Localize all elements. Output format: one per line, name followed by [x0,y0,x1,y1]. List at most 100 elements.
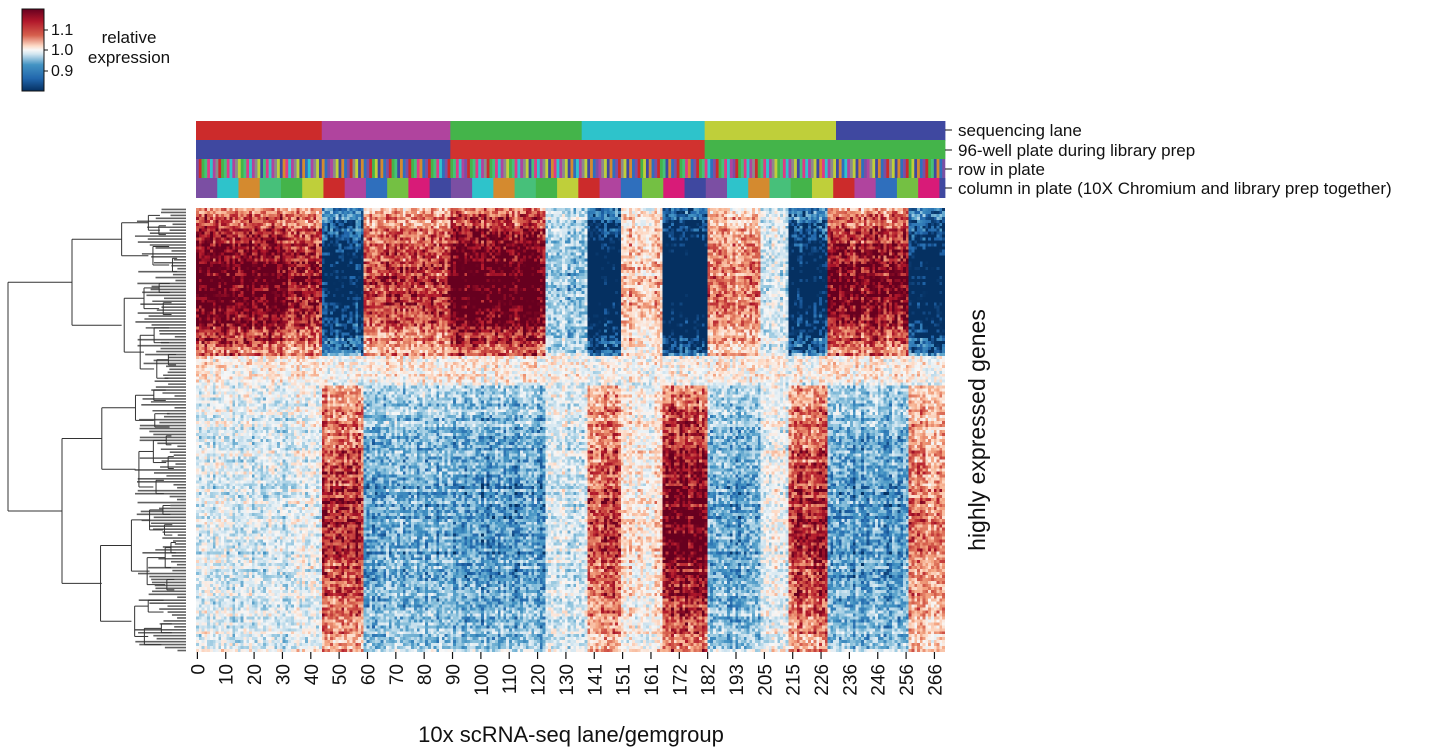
annotation-cell [383,159,387,178]
annotation-cell [673,159,678,178]
annotation-cell [721,159,725,178]
x-tick-label: 215 [784,664,805,696]
x-tick-label: 90 [444,664,465,685]
annotation-cell [861,159,865,178]
annotation-cell [696,159,700,178]
x-tick-label: 246 [869,664,890,696]
annotation-cell [461,159,465,178]
annotation-cell [799,159,803,178]
annotation-cell [615,159,619,178]
annotation-cell [651,159,655,178]
heatmap-cells [196,208,945,652]
annotation-cell [514,159,518,178]
annotation-cell [386,159,390,178]
annotation-cell [634,159,638,178]
annotation-cell [757,159,761,178]
x-tick-label: 0 [188,664,209,675]
annotation-block [918,178,940,198]
x-tick-label: 10 [217,664,238,685]
annotation-cell [766,159,770,178]
annotation-cell [352,159,356,178]
colorbar-gradient [21,8,45,92]
annotation-cell [341,159,345,178]
annotation-cell [824,159,828,178]
annotation-labels: sequencing lane 96-well plate during lib… [945,121,1392,198]
annotation-cell [277,159,281,178]
annotation-cell [601,159,605,178]
annotation-cell [763,159,767,178]
annotation-cell [436,159,440,178]
annotation-cell [534,159,538,178]
annotation-cell [265,159,269,178]
x-tick-label: 236 [840,664,861,696]
annotation-cell [724,159,728,178]
x-tick-label: 141 [585,664,606,696]
annotation-cell [855,159,859,178]
annotation-cell [931,159,935,178]
annotation-cell [517,159,521,178]
annotation-segment [196,121,323,141]
annotation-cell [282,159,286,178]
annotation-cell [693,159,697,178]
annotation-cell [302,159,306,178]
annotation-cell [794,159,798,178]
annotation-cell [939,159,943,178]
annotation-cell [288,159,292,178]
annotation-cell [911,159,915,178]
x-tick-label: 161 [642,664,663,696]
annotation-cell [204,159,208,178]
annotation-cell [411,159,415,178]
x-tick-label: 110 [500,664,521,694]
annotation-cell [847,159,851,178]
annotation-cell [903,159,907,178]
annotation-cell [808,159,812,178]
annotation-cell [198,159,202,178]
annotation-cell [316,159,320,178]
annotation-cell [640,159,644,178]
annotation-cell [707,159,711,178]
annotation-cell [618,159,622,178]
x-tick-label: 30 [273,664,294,685]
annotation-cell [525,159,529,178]
annotation-block [535,178,558,198]
annotation-cell [844,159,848,178]
annotation-cell [592,159,596,178]
annotation-cell [545,159,549,178]
annotation-cell [464,159,468,178]
annotation-cell [447,159,451,178]
annotation-cell [883,159,887,178]
annotation-cell [905,159,909,178]
annotation-cell [257,159,261,178]
annotation-cell [852,159,856,178]
annotation-cell [553,159,557,178]
x-axis-label: 10x scRNA-seq lane/gemgroup [418,722,724,747]
annotation-cell [713,159,717,178]
annotation-cell [235,159,239,178]
annotation-cell [444,159,448,178]
annotation-block [302,178,324,198]
annotation-cell [833,159,837,178]
annotation-block [557,178,579,198]
annotation-cell [313,159,317,178]
annotation-cell [740,159,745,178]
annotation-cell [237,159,242,178]
annotation-label-column-in-plate: column in plate (10X Chromium and librar… [958,179,1392,198]
annotation-cell [324,159,328,178]
annotation-cell [416,159,420,178]
annotation-block [217,178,239,198]
annotation-cell [489,159,493,178]
annotation-block [790,178,813,198]
annotation-cell [372,159,376,178]
annotation-block [238,178,261,198]
annotation-cell [863,159,868,178]
annotation-cell [483,159,487,178]
annotation-cell [676,159,680,178]
annotation-cell [229,159,233,178]
annotation-cell [746,159,750,178]
annotation-cell [877,159,882,178]
annotation-cell [891,159,895,178]
annotation-cell [509,159,513,178]
annotation-block [684,178,707,198]
x-tick-label: 130 [557,664,578,696]
annotation-cell [400,159,404,178]
